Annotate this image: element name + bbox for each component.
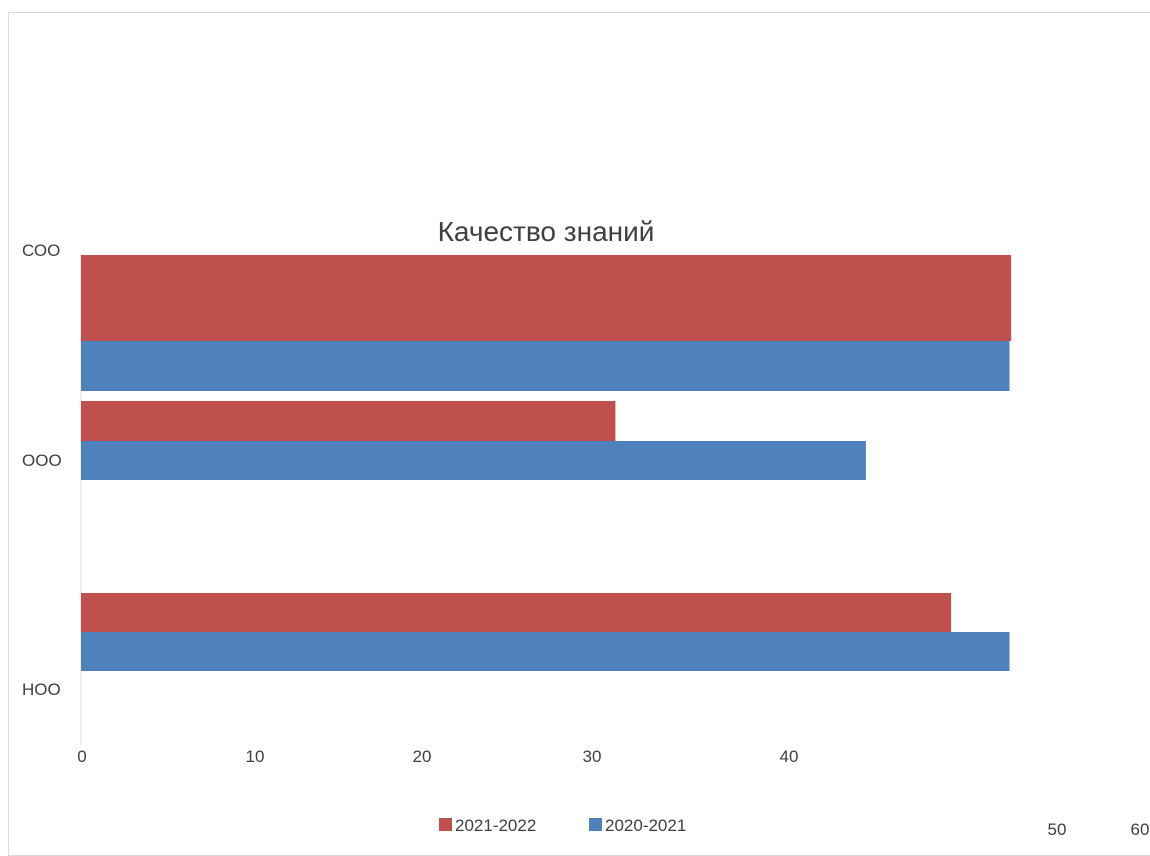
legend: 2021-2022 2020-2021 (439, 816, 686, 835)
bar-2020-2021-СОО (81, 341, 1010, 391)
category-labels: НОО ООО СОО (22, 241, 62, 699)
bar-2020-2021-НОО (81, 632, 1010, 671)
legend-label: 2021-2022 (455, 816, 536, 835)
legend-label: 2020-2021 (605, 816, 686, 835)
bar-2021-2022-СОО (81, 255, 1012, 341)
bar-2020-2021-ООО (81, 441, 866, 480)
legend-swatch (439, 818, 452, 831)
x-tick-label: 40 (780, 747, 799, 766)
x-tick-label: 20 (413, 747, 432, 766)
x-tick-label: 30 (583, 747, 602, 766)
chart-title: Качество знаний (438, 216, 655, 247)
bar-2021-2022-ООО (81, 401, 616, 441)
x-tick-label: 60 (1131, 820, 1150, 839)
x-tick-label: 0 (77, 747, 86, 766)
bar-2021-2022-НОО (81, 593, 952, 632)
x-tick-label: 50 (1048, 820, 1067, 839)
x-tick-label: 10 (246, 747, 265, 766)
legend-swatch (589, 818, 602, 831)
category-label: СОО (22, 241, 60, 260)
x-tick-labels: 0 10 20 30 40 50 60 (77, 747, 1149, 839)
category-label: ООО (22, 451, 62, 470)
bars-layer (81, 255, 1012, 671)
category-label: НОО (22, 680, 61, 699)
